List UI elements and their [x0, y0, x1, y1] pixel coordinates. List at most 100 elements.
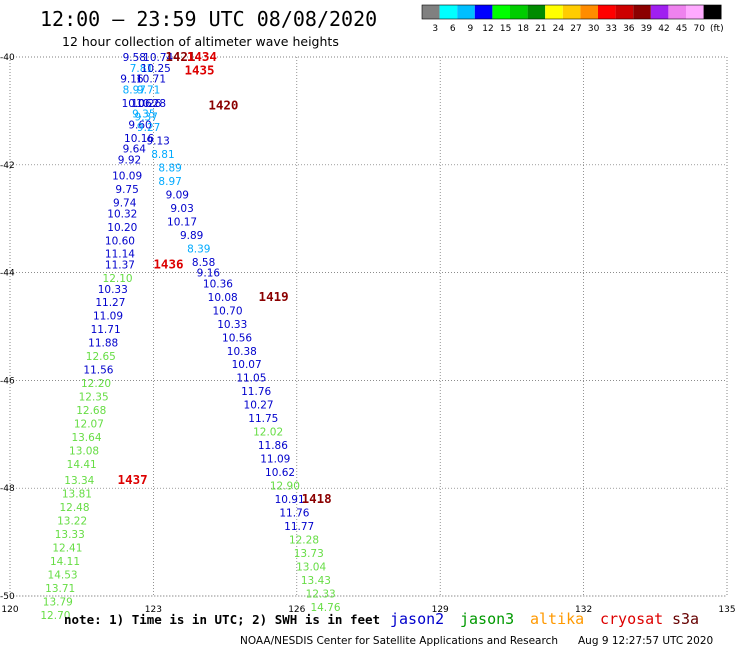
swh-value: 10.17: [167, 216, 197, 228]
scale-label: 18: [517, 24, 529, 34]
swh-value: 9.09: [166, 189, 189, 201]
swh-value: 12.41: [52, 542, 82, 554]
swh-value: 12.65: [86, 351, 116, 363]
footer-timestamp: Aug 9 12:27:57 UTC 2020: [578, 635, 713, 647]
swh-value: 10.74: [143, 52, 173, 64]
swh-value: 13.08: [69, 445, 99, 457]
grid-lines: [9, 56, 728, 597]
swh-value: 12.02: [253, 427, 283, 439]
swh-value: 13.81: [62, 489, 92, 501]
swh-value: 10.07: [232, 359, 262, 371]
scale-label: 3: [432, 24, 438, 34]
swh-value: 14.11: [50, 556, 80, 568]
swh-value: 7.81: [130, 63, 153, 75]
scale-swatch: [686, 5, 704, 19]
swh-value: 8.89: [158, 162, 181, 174]
swh-value: 13.33: [55, 529, 85, 541]
swh-value: 13.22: [57, 516, 87, 528]
scale-swatch: [668, 5, 686, 19]
scale-label: 45: [676, 24, 687, 34]
scale-label: 24: [553, 24, 565, 34]
swh-value: 10.28: [136, 98, 166, 110]
swh-value: 8.81: [151, 149, 174, 161]
swh-value: 11.37: [105, 260, 135, 272]
scale-swatch: [492, 5, 510, 19]
swh-value: 12.68: [76, 405, 106, 417]
scale-swatch: [580, 5, 598, 19]
scale-label: 27: [570, 24, 581, 34]
swh-value: 14.76: [310, 602, 340, 614]
swh-value: 14.53: [48, 569, 78, 581]
plot-area: [9, 56, 728, 597]
swh-value: 12.90: [270, 481, 300, 493]
swh-value: 13.43: [301, 575, 331, 587]
scale-label: 15: [500, 24, 511, 34]
scale-swatch: [527, 5, 546, 19]
swh-value: 10.70: [212, 305, 242, 317]
y-tick-label: -40: [0, 53, 15, 63]
x-tick-label: 126: [288, 605, 305, 615]
data-points: 9.587.819.168.9710.069.359.6010.169.649.…: [40, 52, 340, 622]
swh-value: 8.97: [158, 176, 181, 188]
swh-value: 11.56: [83, 365, 113, 377]
pass-time-label: 1437: [118, 472, 148, 487]
legend-jason2: jason2: [390, 610, 444, 628]
x-tick-label: 129: [432, 605, 449, 615]
y-tick-label: -50: [0, 592, 15, 602]
swh-value: 10.62: [265, 467, 295, 479]
scale-border: [421, 4, 722, 20]
swh-value: 9.89: [180, 230, 203, 242]
scale-swatch: [439, 5, 458, 19]
swh-value: 9.37: [135, 111, 158, 123]
scale-swatch: [598, 5, 616, 19]
scale-swatch: [422, 5, 440, 19]
swh-value: 12.33: [306, 588, 336, 600]
swh-value: 11.77: [284, 521, 314, 533]
pass-time-label: 1420: [208, 98, 238, 113]
swh-value: 11.76: [241, 386, 271, 398]
chart-title: 12:00 – 23:59 UTC 08/08/2020: [40, 7, 377, 31]
swh-value: 10.27: [244, 400, 274, 412]
swh-value: 10.33: [217, 319, 247, 331]
swh-value: 12.07: [74, 419, 104, 431]
swh-value: 9.35: [132, 109, 155, 121]
swh-value: 11.86: [258, 440, 288, 452]
swh-value: 12.48: [59, 502, 89, 514]
swh-value: 9.16: [120, 74, 144, 86]
swh-value: 9.64: [123, 144, 147, 156]
scale-label: 12: [482, 24, 493, 34]
y-tick-label: -44: [0, 269, 15, 279]
scale-swatch: [703, 5, 722, 19]
color-scale-legend: 3 6 9 12 15 18 21 24 27 30 33 36 39 42 45 70 (ft): [421, 4, 724, 34]
x-tick-label: 132: [575, 605, 592, 615]
swh-value: 9.03: [170, 203, 193, 215]
swh-value: 8.97: [123, 84, 146, 96]
scale-label: 33: [605, 24, 616, 34]
scale-label: 9: [468, 24, 474, 34]
swh-value: 13.64: [71, 432, 101, 444]
swh-value: 9.92: [118, 154, 141, 166]
y-tick-label: -46: [0, 376, 15, 386]
swh-value: 11.88: [88, 338, 118, 350]
scale-swatch: [615, 5, 634, 19]
swh-value: 10.60: [105, 235, 135, 247]
legend-cryosat: cryosat: [600, 610, 663, 628]
legend-s3a: s3a: [672, 610, 699, 628]
swh-value: 10.71: [136, 74, 166, 86]
swh-value: 9.13: [146, 136, 169, 148]
swh-value: 13.04: [296, 561, 326, 573]
scale-label: 70: [693, 24, 705, 34]
scale-swatch: [510, 5, 528, 19]
y-tick-label: -48: [0, 484, 15, 494]
x-tick-label: 120: [1, 605, 18, 615]
swh-value: 13.71: [45, 583, 75, 595]
swh-value: 10.36: [203, 278, 233, 290]
swh-value: 12.10: [103, 273, 133, 285]
pass-time-label: 1435: [184, 62, 214, 77]
swh-value: 9.27: [137, 122, 160, 134]
scale-label: 21: [535, 24, 546, 34]
scale-swatch: [457, 5, 475, 19]
swh-value: 10.38: [227, 346, 257, 358]
swh-value: 10.56: [222, 332, 252, 344]
scale-swatch: [650, 5, 669, 19]
